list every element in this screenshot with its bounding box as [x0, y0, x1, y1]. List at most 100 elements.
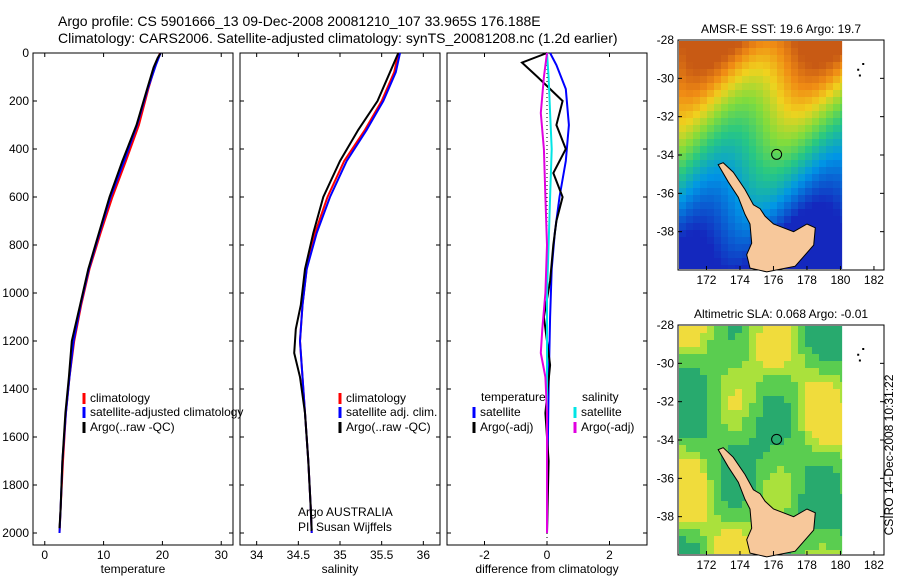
map-cell: [735, 111, 742, 118]
x-tick-label: 10: [97, 548, 111, 562]
map-cell: [742, 265, 749, 269]
map-cell: [798, 382, 805, 389]
map-cell: [763, 209, 770, 216]
map-cell: [686, 195, 693, 202]
map-cell: [728, 522, 735, 529]
map-cell: [777, 326, 784, 333]
map-cell: [721, 104, 728, 111]
map-cell: [728, 97, 735, 104]
map-cell: [679, 417, 686, 424]
x-tick-label: 35.5: [370, 548, 394, 562]
map-cell: [693, 174, 700, 181]
map-cell: [742, 396, 749, 403]
map-cell: [742, 550, 749, 554]
map-cell: [707, 41, 714, 48]
map-cell: [791, 410, 798, 417]
map-y-tick-label: -36: [657, 471, 675, 485]
map-cell: [833, 83, 840, 90]
map-cell: [679, 76, 686, 83]
map-cell: [735, 139, 742, 146]
map-cell: [805, 368, 812, 375]
map-cell: [833, 62, 840, 69]
map-cell: [840, 326, 843, 333]
map-cell: [784, 375, 791, 382]
map-cell: [693, 361, 700, 368]
map-cell: [707, 354, 714, 361]
map-cell: [826, 326, 833, 333]
map-cell: [756, 389, 763, 396]
map-cell: [721, 473, 728, 480]
map-cell: [833, 438, 840, 445]
y-tick-label: 1200: [2, 334, 29, 348]
map-cell: [693, 48, 700, 55]
map-cell: [679, 550, 686, 554]
map-cell: [805, 265, 812, 269]
map-cell: [742, 237, 749, 244]
map-cell: [700, 536, 707, 543]
map-cell: [826, 417, 833, 424]
map-cell: [805, 361, 812, 368]
map-cell: [791, 389, 798, 396]
map-cell: [735, 48, 742, 55]
map-cell: [812, 452, 819, 459]
map-cell: [714, 508, 721, 515]
map-cell: [840, 438, 843, 445]
map-cell: [721, 543, 728, 550]
map-cell: [763, 480, 770, 487]
map-cell: [707, 265, 714, 269]
map-cell: [700, 41, 707, 48]
map-cell: [791, 132, 798, 139]
map-cell: [721, 265, 728, 269]
map-cell: [805, 452, 812, 459]
map-cell: [798, 188, 805, 195]
map-cell: [805, 76, 812, 83]
map-cell: [686, 501, 693, 508]
map-cell: [735, 361, 742, 368]
map-cell: [700, 118, 707, 125]
map-cell: [833, 195, 840, 202]
map-cell: [714, 216, 721, 223]
map-cell: [819, 97, 826, 104]
map-cell: [728, 258, 735, 265]
map-cell: [770, 167, 777, 174]
map-cell: [700, 258, 707, 265]
map-cell: [826, 410, 833, 417]
x-tick-label: 2: [606, 548, 613, 562]
map-cell: [763, 452, 770, 459]
map-cell: [840, 417, 843, 424]
map-cell: [707, 258, 714, 265]
map-cell: [833, 340, 840, 347]
map-cell: [763, 139, 770, 146]
map-cell: [840, 146, 843, 153]
map-cell: [721, 181, 728, 188]
legend-temp-argo: Argo(-adj): [480, 420, 533, 434]
map-cell: [707, 237, 714, 244]
map-cell: [714, 69, 721, 76]
map-cell: [728, 118, 735, 125]
map-cell: [749, 466, 756, 473]
map-cell: [721, 244, 728, 251]
y-tick-label: 1600: [2, 430, 29, 444]
map-cell: [791, 452, 798, 459]
map-y-tick-label: -38: [657, 510, 675, 524]
map-cell: [791, 403, 798, 410]
map-cell: [826, 375, 833, 382]
map-cell: [714, 424, 721, 431]
map-cell: [770, 41, 777, 48]
map-cell: [833, 202, 840, 209]
map-cell: [840, 230, 843, 237]
map-cell: [756, 132, 763, 139]
map-cell: [714, 522, 721, 529]
map-cell: [707, 251, 714, 258]
map-cell: [784, 326, 791, 333]
map-cell: [840, 132, 843, 139]
map-cell: [819, 459, 826, 466]
map-cell: [840, 244, 843, 251]
legend-satellite: satellite-adjusted climatology: [90, 405, 243, 419]
pi-label: PI: Susan Wijffels: [298, 520, 392, 534]
map-cell: [840, 515, 843, 522]
map-cell: [777, 202, 784, 209]
map-cell: [805, 118, 812, 125]
map-cell: [826, 258, 833, 265]
map-cell: [770, 326, 777, 333]
